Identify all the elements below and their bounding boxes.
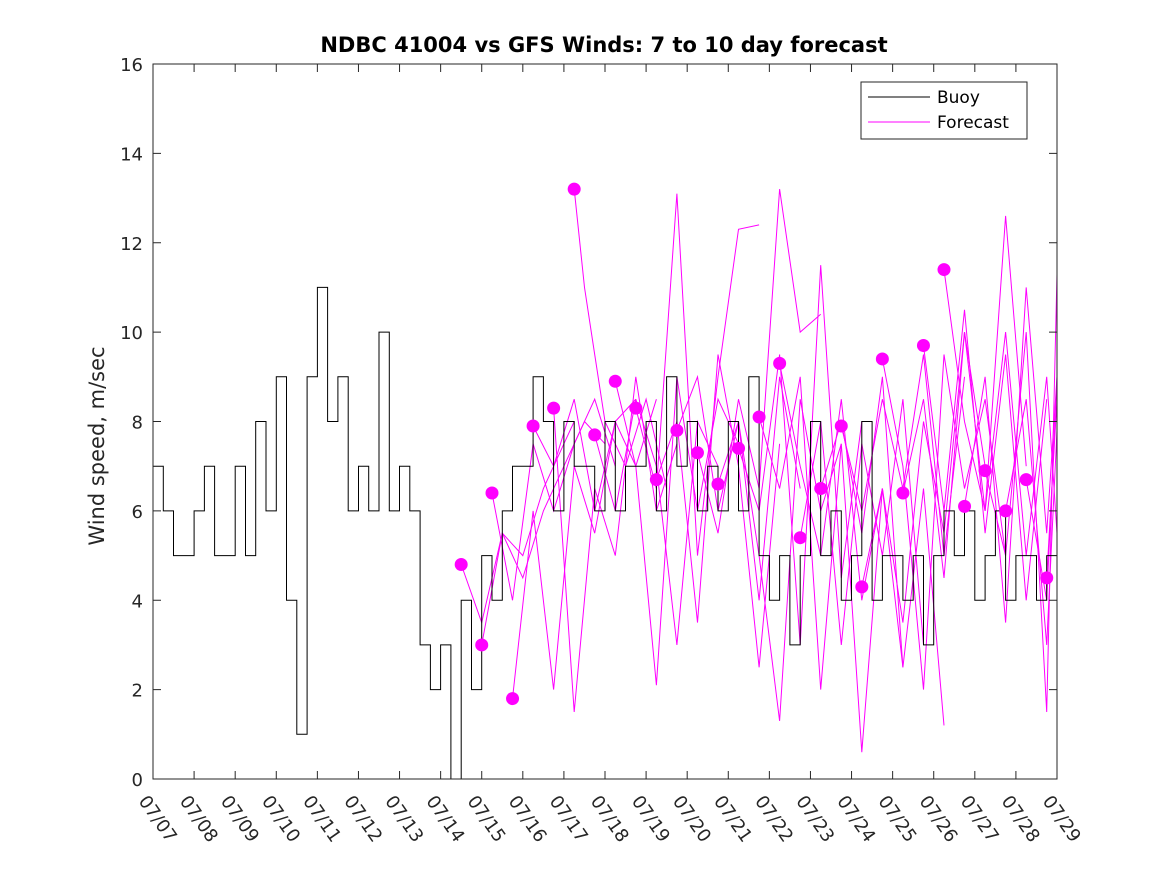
forecast-start-marker bbox=[454, 558, 468, 571]
x-tick-label: 07/16 bbox=[504, 792, 551, 847]
legend-box bbox=[860, 81, 1028, 140]
x-tick-label: 07/13 bbox=[380, 792, 427, 847]
y-tick-label: 2 bbox=[132, 681, 143, 702]
x-tick-label: 07/29 bbox=[1038, 792, 1085, 847]
series-line-forecast bbox=[460, 421, 575, 625]
series-line-forecast bbox=[840, 354, 965, 556]
forecast-start-marker bbox=[588, 428, 602, 442]
forecast-start-marker bbox=[1019, 473, 1033, 487]
x-tick-label: 07/14 bbox=[422, 792, 469, 847]
x-tick-label: 07/26 bbox=[915, 792, 962, 847]
x-tick-label: 07/25 bbox=[874, 792, 921, 847]
forecast-start-marker bbox=[834, 419, 848, 433]
forecast-start-marker bbox=[732, 441, 746, 455]
forecast-start-points bbox=[454, 182, 1054, 706]
legend-label-forecast: Forecast bbox=[937, 113, 1009, 133]
forecast-start-marker bbox=[1040, 571, 1054, 585]
series-line-forecast bbox=[881, 354, 1007, 690]
forecast-start-marker bbox=[711, 477, 725, 491]
y-tick-label: 0 bbox=[132, 770, 143, 791]
x-tick-label: 07/22 bbox=[750, 792, 797, 847]
buoy-layer bbox=[152, 286, 1058, 780]
series-line-forecast bbox=[1005, 399, 1058, 645]
x-tick-label: 07/10 bbox=[257, 792, 304, 847]
forecast-start-marker bbox=[629, 401, 643, 415]
legend: Buoy Forecast bbox=[860, 81, 1028, 140]
x-tick-label: 07/17 bbox=[545, 792, 592, 847]
forecast-start-marker bbox=[896, 486, 910, 500]
forecast-start-marker bbox=[485, 486, 499, 500]
series-line-forecast bbox=[984, 273, 1058, 713]
y-tick-label: 8 bbox=[132, 413, 143, 434]
forecast-start-marker bbox=[958, 499, 972, 513]
y-tick-label: 4 bbox=[132, 591, 143, 612]
forecast-start-marker bbox=[875, 352, 889, 366]
forecast-start-marker bbox=[690, 446, 704, 460]
series-line-forecast bbox=[481, 420, 606, 645]
series-line-forecast bbox=[758, 376, 883, 753]
x-tick-label: 07/28 bbox=[997, 792, 1044, 847]
forecast-start-marker bbox=[814, 482, 828, 496]
forecast-start-marker bbox=[999, 504, 1013, 518]
x-tick-label: 07/27 bbox=[956, 792, 1003, 847]
forecast-start-marker bbox=[773, 356, 787, 370]
series-line-forecast bbox=[902, 215, 1027, 578]
y-tick-label: 6 bbox=[132, 502, 143, 523]
y-tick-label: 12 bbox=[120, 234, 143, 255]
x-tick-label: 07/24 bbox=[832, 792, 879, 847]
series-line-forecast bbox=[1046, 399, 1058, 578]
x-tick-label: 07/07 bbox=[134, 792, 181, 847]
x-tick-label: 07/12 bbox=[339, 792, 386, 847]
forecast-start-marker bbox=[916, 339, 930, 353]
x-tick-label: 07/18 bbox=[586, 792, 633, 847]
forecast-start-marker bbox=[475, 638, 489, 652]
x-tick-label: 07/08 bbox=[175, 792, 222, 847]
x-tick-label: 07/11 bbox=[298, 792, 345, 847]
series-line-forecast bbox=[573, 189, 668, 489]
x-tick-label: 07/23 bbox=[791, 792, 838, 847]
chart-title: NDBC 41004 vs GFS Winds: 7 to 10 day for… bbox=[320, 33, 887, 57]
forecast-start-marker bbox=[649, 473, 663, 487]
forecast-start-marker bbox=[526, 419, 540, 433]
forecast-start-marker bbox=[793, 531, 807, 545]
y-tick-label: 10 bbox=[120, 323, 143, 344]
forecast-start-marker bbox=[978, 464, 992, 478]
x-tick-label: 07/21 bbox=[709, 792, 756, 847]
forecast-start-marker bbox=[547, 401, 561, 415]
forecast-start-marker bbox=[567, 182, 581, 196]
y-axis-ticks: 0 2 4 6 8 10 12 14 16 bbox=[120, 55, 1057, 791]
forecast-start-marker bbox=[752, 410, 766, 424]
forecast-start-marker bbox=[608, 374, 622, 388]
plot-area bbox=[152, 182, 1058, 780]
legend-label-buoy: Buoy bbox=[937, 88, 980, 108]
y-tick-label: 16 bbox=[120, 55, 143, 76]
series-line-buoy bbox=[153, 286, 1058, 780]
forecast-start-marker bbox=[855, 580, 869, 594]
x-tick-label: 07/09 bbox=[216, 792, 263, 847]
series-line-forecast bbox=[943, 269, 1058, 556]
x-tick-label: 07/20 bbox=[668, 792, 715, 847]
forecast-start-marker bbox=[506, 692, 520, 706]
forecast-start-marker bbox=[670, 423, 684, 437]
x-tick-label: 07/15 bbox=[463, 792, 510, 847]
forecast-start-marker bbox=[937, 263, 951, 277]
y-tick-label: 14 bbox=[120, 144, 143, 165]
y-axis-label: Wind speed, m/sec bbox=[85, 346, 109, 545]
x-tick-label: 07/19 bbox=[627, 792, 674, 847]
